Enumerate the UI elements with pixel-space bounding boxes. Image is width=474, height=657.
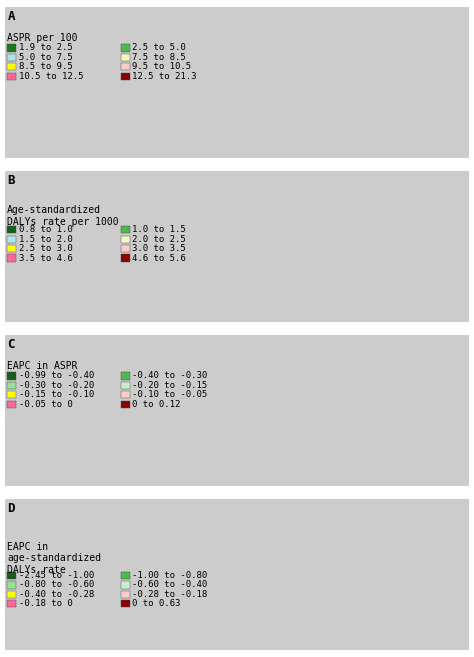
- Text: -0.28 to -0.18: -0.28 to -0.18: [132, 590, 208, 599]
- FancyBboxPatch shape: [121, 591, 130, 598]
- FancyBboxPatch shape: [7, 235, 17, 243]
- Text: 0.8 to 1.0: 0.8 to 1.0: [19, 225, 73, 235]
- Text: -0.20 to -0.15: -0.20 to -0.15: [132, 381, 208, 390]
- FancyBboxPatch shape: [121, 572, 130, 579]
- Text: -2.45 to -1.00: -2.45 to -1.00: [19, 571, 94, 580]
- Text: -0.18 to 0: -0.18 to 0: [19, 599, 73, 608]
- FancyBboxPatch shape: [7, 591, 17, 598]
- Text: -0.60 to -0.40: -0.60 to -0.40: [132, 581, 208, 589]
- FancyBboxPatch shape: [7, 254, 17, 261]
- FancyBboxPatch shape: [121, 373, 130, 380]
- Text: 1.9 to 2.5: 1.9 to 2.5: [19, 43, 73, 53]
- Text: A: A: [7, 10, 15, 23]
- FancyBboxPatch shape: [121, 235, 130, 243]
- FancyBboxPatch shape: [7, 572, 17, 579]
- Text: C: C: [7, 338, 15, 351]
- Text: 9.5 to 10.5: 9.5 to 10.5: [132, 62, 191, 72]
- Text: -0.99 to -0.40: -0.99 to -0.40: [19, 371, 94, 380]
- Text: 0 to 0.12: 0 to 0.12: [132, 399, 181, 409]
- Text: EAPC in ASPR: EAPC in ASPR: [7, 361, 78, 371]
- FancyBboxPatch shape: [121, 54, 130, 61]
- FancyBboxPatch shape: [121, 254, 130, 261]
- Text: 0 to 0.63: 0 to 0.63: [132, 599, 181, 608]
- FancyBboxPatch shape: [121, 581, 130, 589]
- FancyBboxPatch shape: [121, 226, 130, 233]
- Text: -1.00 to -0.80: -1.00 to -0.80: [132, 571, 208, 580]
- Text: D: D: [7, 502, 15, 514]
- Text: -0.10 to -0.05: -0.10 to -0.05: [132, 390, 208, 399]
- FancyBboxPatch shape: [121, 401, 130, 408]
- FancyBboxPatch shape: [7, 245, 17, 252]
- Text: 4.6 to 5.6: 4.6 to 5.6: [132, 254, 186, 263]
- Text: ASPR per 100: ASPR per 100: [7, 33, 78, 43]
- FancyBboxPatch shape: [7, 226, 17, 233]
- Text: -0.40 to -0.28: -0.40 to -0.28: [19, 590, 94, 599]
- FancyBboxPatch shape: [7, 63, 17, 70]
- Text: 3.5 to 4.6: 3.5 to 4.6: [19, 254, 73, 263]
- FancyBboxPatch shape: [7, 44, 17, 52]
- Text: 7.5 to 8.5: 7.5 to 8.5: [132, 53, 186, 62]
- Text: 10.5 to 12.5: 10.5 to 12.5: [19, 72, 83, 81]
- FancyBboxPatch shape: [121, 44, 130, 52]
- Text: -0.05 to 0: -0.05 to 0: [19, 399, 73, 409]
- FancyBboxPatch shape: [7, 581, 17, 589]
- FancyBboxPatch shape: [121, 245, 130, 252]
- FancyBboxPatch shape: [7, 391, 17, 398]
- Text: -0.80 to -0.60: -0.80 to -0.60: [19, 581, 94, 589]
- Text: 2.5 to 3.0: 2.5 to 3.0: [19, 244, 73, 253]
- Text: 1.0 to 1.5: 1.0 to 1.5: [132, 225, 186, 235]
- Text: -0.30 to -0.20: -0.30 to -0.20: [19, 381, 94, 390]
- Text: 2.5 to 5.0: 2.5 to 5.0: [132, 43, 186, 53]
- FancyBboxPatch shape: [7, 72, 17, 80]
- FancyBboxPatch shape: [121, 63, 130, 70]
- Text: Age-standardized
DALYs rate per 1000: Age-standardized DALYs rate per 1000: [7, 205, 119, 227]
- Text: 3.0 to 3.5: 3.0 to 3.5: [132, 244, 186, 253]
- FancyBboxPatch shape: [121, 391, 130, 398]
- FancyBboxPatch shape: [121, 72, 130, 80]
- Text: 12.5 to 21.3: 12.5 to 21.3: [132, 72, 197, 81]
- Text: EAPC in
age-standardized
DALYs rate: EAPC in age-standardized DALYs rate: [7, 541, 101, 575]
- FancyBboxPatch shape: [7, 54, 17, 61]
- Text: 8.5 to 9.5: 8.5 to 9.5: [19, 62, 73, 72]
- Text: B: B: [7, 173, 15, 187]
- Text: 2.0 to 2.5: 2.0 to 2.5: [132, 235, 186, 244]
- FancyBboxPatch shape: [121, 382, 130, 389]
- Text: 5.0 to 7.5: 5.0 to 7.5: [19, 53, 73, 62]
- Text: -0.40 to -0.30: -0.40 to -0.30: [132, 371, 208, 380]
- FancyBboxPatch shape: [7, 373, 17, 380]
- Text: -0.15 to -0.10: -0.15 to -0.10: [19, 390, 94, 399]
- FancyBboxPatch shape: [7, 382, 17, 389]
- FancyBboxPatch shape: [121, 600, 130, 608]
- Text: 1.5 to 2.0: 1.5 to 2.0: [19, 235, 73, 244]
- FancyBboxPatch shape: [7, 600, 17, 608]
- FancyBboxPatch shape: [7, 401, 17, 408]
